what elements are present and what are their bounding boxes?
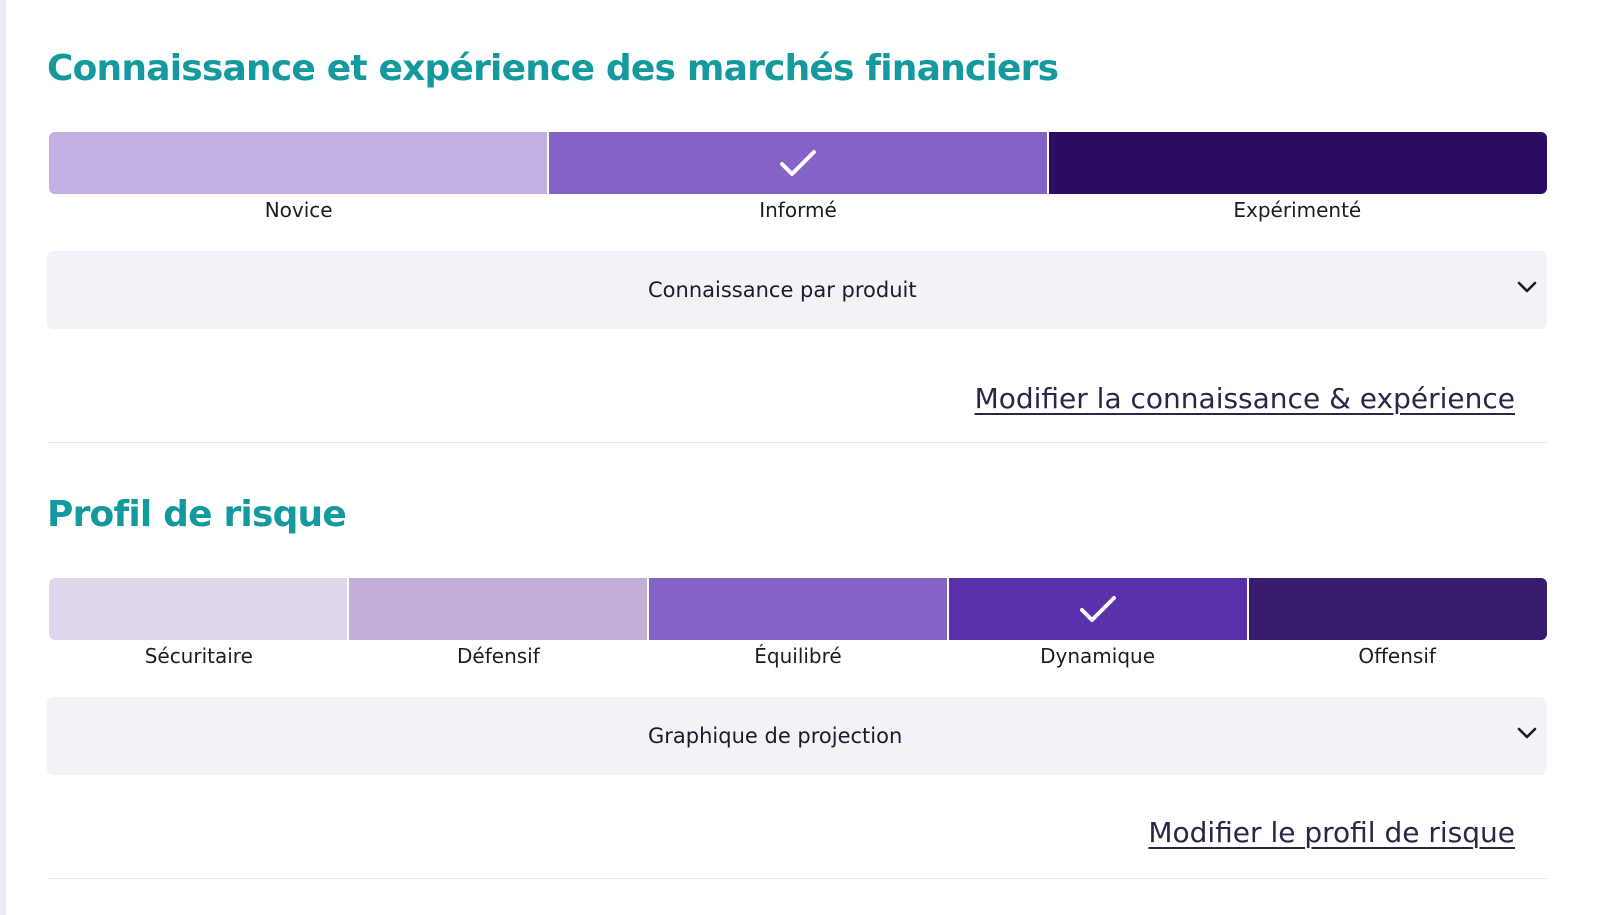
knowledge-level-novice[interactable]: [49, 132, 549, 194]
knowledge-scale: [49, 132, 1547, 194]
risk-level-label: Équilibré: [754, 644, 842, 668]
check-icon: [780, 150, 816, 176]
projection-chart-accordion[interactable]: Graphique de projection: [47, 697, 1547, 775]
page: Connaissance et expérience des marchés f…: [6, 0, 1600, 915]
section-divider: [47, 878, 1547, 879]
risk-level-label: Sécuritaire: [144, 644, 253, 668]
knowledge-level-label: Informé: [759, 198, 837, 222]
product-knowledge-accordion[interactable]: Connaissance par produit: [47, 251, 1547, 329]
risk-level-label: Défensif: [457, 644, 540, 668]
knowledge-level-label: Expérimenté: [1233, 198, 1362, 222]
edit-knowledge-link[interactable]: Modifier la connaissance & expérience: [974, 382, 1515, 415]
risk-level-securitaire[interactable]: [49, 578, 349, 640]
risk-level-label: Offensif: [1358, 644, 1436, 668]
check-icon: [1080, 596, 1116, 622]
knowledge-level-informe[interactable]: [549, 132, 1049, 194]
risk-scale-labels: Sécuritaire Défensif Équilibré Dynamique…: [49, 644, 1547, 668]
risk-scale: [49, 578, 1547, 640]
chevron-down-icon[interactable]: [1515, 275, 1539, 299]
risk-title: Profil de risque: [47, 494, 347, 535]
risk-level-equilibre[interactable]: [649, 578, 949, 640]
risk-level-offensif[interactable]: [1249, 578, 1547, 640]
section-divider: [47, 442, 1547, 443]
knowledge-scale-labels: Novice Informé Expérimenté: [49, 198, 1547, 222]
risk-level-label: Dynamique: [1040, 644, 1156, 668]
accordion-label: Graphique de projection: [648, 724, 903, 748]
accordion-label: Connaissance par produit: [648, 278, 917, 302]
risk-level-defensif[interactable]: [349, 578, 649, 640]
risk-level-dynamique[interactable]: [949, 578, 1249, 640]
knowledge-level-experimente[interactable]: [1049, 132, 1547, 194]
edit-risk-profile-link[interactable]: Modifier le profil de risque: [1148, 816, 1515, 849]
knowledge-title: Connaissance et expérience des marchés f…: [47, 48, 1059, 89]
knowledge-level-label: Novice: [264, 198, 333, 222]
chevron-down-icon[interactable]: [1515, 721, 1539, 745]
